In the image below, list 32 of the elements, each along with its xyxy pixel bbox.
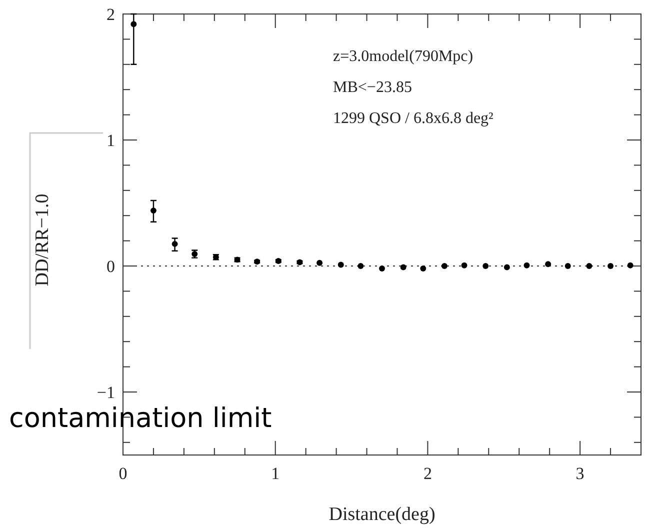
point: [172, 240, 178, 247]
y-tick-label: −1: [96, 383, 115, 402]
point: [564, 263, 571, 269]
point: [379, 266, 385, 272]
x-tick-label: 2: [423, 464, 432, 483]
y-tick-label: 0: [106, 257, 115, 276]
point: [420, 266, 426, 272]
y-tick-label: 2: [106, 5, 115, 24]
point: [316, 260, 323, 266]
point: [338, 262, 344, 268]
y-tick-label: 1: [106, 131, 115, 150]
point: [461, 262, 468, 268]
point: [545, 261, 552, 268]
point: [586, 263, 592, 269]
x-tick-label: 0: [118, 464, 128, 483]
point: [524, 262, 530, 268]
point: [150, 208, 156, 214]
point: [441, 263, 448, 269]
point: [608, 263, 614, 269]
annotation: z=3.0model(790Mpc): [333, 48, 474, 65]
x-tick-label: 3: [576, 464, 584, 483]
point: [358, 263, 364, 269]
annotation: 1299 QSO / 6.8x6.8 deg²: [333, 110, 494, 127]
x-tick-label: 1: [271, 464, 280, 483]
point: [130, 21, 137, 28]
point: [400, 264, 406, 270]
point: [504, 264, 510, 270]
y-axis-title: DD/RR−1.0: [32, 194, 53, 286]
point: [627, 262, 634, 268]
annotation: MB<−23.85: [333, 79, 412, 96]
point: [482, 263, 489, 269]
x-axis-title: Distance(deg): [328, 504, 436, 525]
